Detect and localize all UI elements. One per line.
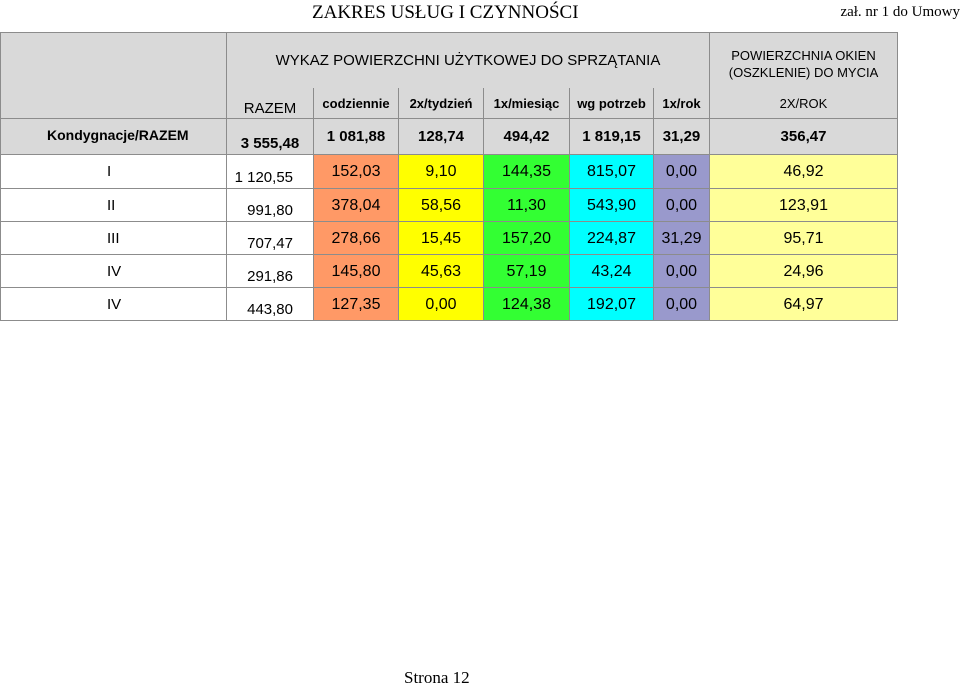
total-okna: 356,47 [709,118,898,154]
row-razem: 707,47 [226,221,313,254]
row-label: IV [0,287,226,321]
row-razem: 991,80 [226,188,313,221]
row-tydzien: 15,45 [398,221,483,254]
row-miesiac: 11,30 [483,188,569,221]
row-tydzien: 0,00 [398,287,483,321]
page-title: ZAKRES USŁUG I CZYNNOŚCI [312,2,579,23]
row-codziennie: 145,80 [313,254,398,287]
row-codziennie: 378,04 [313,188,398,221]
row-tydzien: 45,63 [398,254,483,287]
row-tydzien: 58,56 [398,188,483,221]
row-potrzeb: 43,24 [569,254,653,287]
col-header-razem: RAZEM [226,88,313,118]
row-okna: 123,91 [709,188,898,221]
col-header-wg-potrzeb: wg potrzeb [569,88,653,118]
row-codziennie: 278,66 [313,221,398,254]
main-header-cell: WYKAZ POWIERZCHNI UŻYTKOWEJ DO SPRZĄTANI… [226,32,709,88]
row-tydzien: 9,10 [398,154,483,188]
page-number: Strona 12 [404,668,470,687]
row-razem: 443,80 [226,287,313,321]
row-miesiac: 57,19 [483,254,569,287]
row-okna: 24,96 [709,254,898,287]
total-rok: 31,29 [653,118,709,154]
row-rok: 31,29 [653,221,709,254]
col-header-1x-miesiac: 1x/miesiąc [483,88,569,118]
row-razem: 1 120,55 [226,154,313,188]
col-header-1x-rok: 1x/rok [653,88,709,118]
total-row-label: Kondygnacje/RAZEM [0,118,226,154]
row-okna: 46,92 [709,154,898,188]
total-tydzien: 128,74 [398,118,483,154]
col-header-codziennie: codziennie [313,88,398,118]
row-rok: 0,00 [653,254,709,287]
row-rok: 0,00 [653,287,709,321]
row-miesiac: 157,20 [483,221,569,254]
col-header-2x-tydzien: 2x/tydzień [398,88,483,118]
row-miesiac: 144,35 [483,154,569,188]
row-miesiac: 124,38 [483,287,569,321]
row-label: I [0,154,226,188]
row-potrzeb: 192,07 [569,287,653,321]
windows-header-line1: POWIERZCHNIA OKIEN [731,47,876,63]
row-label: IV [0,254,226,287]
total-miesiac: 494,42 [483,118,569,154]
row-potrzeb: 815,07 [569,154,653,188]
row-label: II [0,188,226,221]
row-codziennie: 152,03 [313,154,398,188]
windows-header-cell: POWIERZCHNIA OKIEN (OSZKLENIE) DO MYCIA [709,32,898,88]
attachment-note: zał. nr 1 do Umowy [840,4,960,20]
row-codziennie: 127,35 [313,287,398,321]
windows-header-line2: (OSZKLENIE) DO MYCIA [728,64,879,80]
total-codziennie: 1 081,88 [313,118,398,154]
row-label: III [0,221,226,254]
row-okna: 95,71 [709,221,898,254]
header-blank-cell [0,32,226,88]
row-potrzeb: 224,87 [569,221,653,254]
row-rok: 0,00 [653,188,709,221]
row-razem: 291,86 [226,254,313,287]
total-razem: 3 555,48 [226,118,313,154]
row-rok: 0,00 [653,154,709,188]
row-okna: 64,97 [709,287,898,321]
row-potrzeb: 543,90 [569,188,653,221]
total-potrzeb: 1 819,15 [569,118,653,154]
col-header-2x-rok: 2X/ROK [709,88,898,118]
header-blank-cell-2 [0,88,226,118]
